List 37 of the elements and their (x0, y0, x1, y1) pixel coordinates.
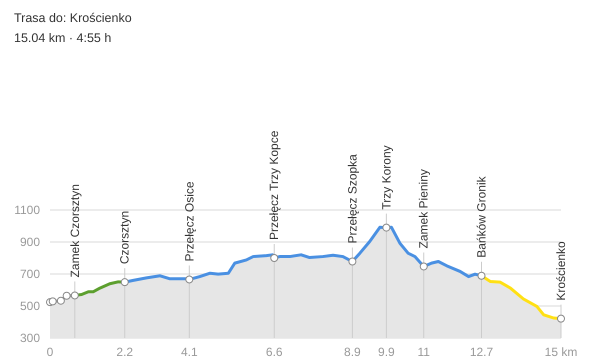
y-tick-label: 900 (20, 235, 40, 249)
ref-line-label: Trzy Korony (379, 145, 394, 210)
point (56, 296, 65, 305)
ref-line-label: Przełęcz Trzy Kopce (267, 130, 282, 240)
ref-line-label: Krościenko (554, 240, 568, 301)
x-tick-label: 2.2 (116, 345, 134, 359)
ref-line-label: Zamek Czorsztyn (68, 184, 82, 278)
ref-line-label: Zamek Pieniny (416, 169, 431, 248)
ref-line-label: Bańków Gronik (474, 175, 488, 258)
y-tick-label: 500 (20, 299, 40, 313)
x-tick-label: 9.9 (378, 345, 396, 359)
point (270, 254, 278, 262)
point (120, 278, 129, 286)
x-tick-label: 8.9 (344, 345, 362, 359)
x-tick-label: 6.6 (266, 345, 283, 359)
chart-subtitle: 15.04 km · 4:55 h (14, 31, 112, 45)
point (62, 292, 71, 300)
x-tick-label: 4.1 (180, 345, 198, 359)
x-tick-label: 11 (418, 345, 430, 359)
x-tick-label: 0 (46, 345, 54, 359)
point (70, 291, 79, 300)
point (420, 262, 428, 270)
y-tick-label: 300 (20, 331, 40, 345)
y-tick-label: 1100 (14, 203, 40, 217)
point (48, 297, 57, 306)
point (185, 275, 194, 284)
x-tick-label: 12.7 (470, 345, 494, 359)
point (557, 314, 565, 323)
point (348, 258, 356, 266)
ref-line-label: Czorsztyn (118, 210, 132, 264)
x-tick-label: 15 km (544, 345, 578, 359)
point (477, 272, 486, 280)
chart-title: Trasa do: Krościenko (14, 11, 132, 25)
ref-line-label: Przełęcz Osice (182, 181, 196, 262)
point (382, 224, 390, 232)
y-tick-label: 700 (20, 267, 40, 281)
ref-line-label: Przełęcz Szopka (345, 154, 360, 244)
